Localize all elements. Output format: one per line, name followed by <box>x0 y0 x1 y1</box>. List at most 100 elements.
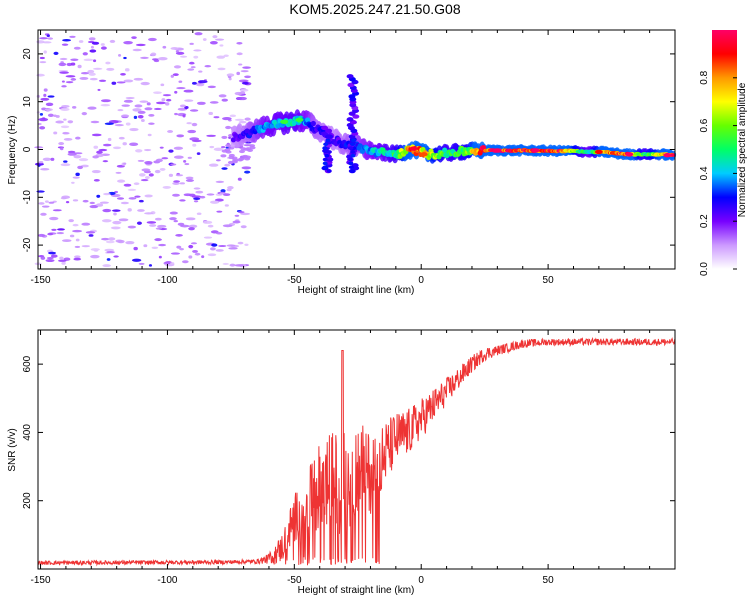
noise-blob <box>159 146 164 149</box>
spike-blob <box>348 161 354 166</box>
noise-blob <box>216 210 223 213</box>
noise-blob <box>73 46 81 50</box>
noise-blob <box>224 204 229 207</box>
noise-blob <box>170 47 179 50</box>
noise-blob <box>144 107 153 111</box>
noise-blob <box>72 176 80 179</box>
noise-blob <box>135 149 143 153</box>
snr-x-tick-label: 50 <box>543 575 555 586</box>
ridge-hotspot <box>625 152 634 157</box>
noise-blob <box>81 222 91 226</box>
noise-blob <box>175 50 179 53</box>
noise-blob <box>97 88 101 91</box>
snr-x-tick-label: 0 <box>418 575 424 586</box>
spectrogram-x-tick-label: -100 <box>157 275 177 286</box>
spike-blob <box>320 131 328 136</box>
noise-blob <box>39 113 44 116</box>
noise-blob <box>93 67 103 70</box>
noise-blob <box>238 63 243 66</box>
noise-blob <box>140 81 150 86</box>
noise-blob <box>63 138 73 141</box>
noise-blob <box>167 130 174 133</box>
noise-blob <box>42 157 52 161</box>
ridge-hotspot <box>531 148 540 153</box>
noise-blob <box>61 80 65 83</box>
noise-blob <box>117 239 125 244</box>
noise-blob <box>106 67 115 71</box>
noise-blob <box>110 226 121 230</box>
noise-blob <box>215 232 223 235</box>
ridge-core <box>310 120 316 127</box>
noise-blob <box>90 248 100 251</box>
noise-blob <box>48 251 57 255</box>
noise-blob <box>220 154 227 158</box>
noise-blob <box>61 261 66 265</box>
spike-blob <box>321 125 329 131</box>
spike-blob <box>322 157 328 162</box>
snr-y-tick-label: 200 <box>22 492 33 509</box>
noise-blob <box>209 145 215 149</box>
noise-blob <box>131 258 142 262</box>
noise-blob <box>72 106 77 109</box>
ridge-hotspot <box>409 146 418 151</box>
noise-blob <box>47 37 53 40</box>
noise-blob <box>114 190 118 194</box>
noise-blob <box>237 158 244 162</box>
noise-blob <box>41 205 50 208</box>
noise-blob <box>194 32 203 36</box>
noise-blob <box>78 158 89 162</box>
noise-blob <box>120 201 129 205</box>
noise-blob <box>108 237 116 241</box>
noise-blob <box>216 55 226 59</box>
noise-blob <box>186 122 192 125</box>
noise-blob <box>100 104 111 107</box>
noise-blob <box>116 81 126 84</box>
spectrogram-y-tick-label: 0 <box>22 146 33 152</box>
noise-blob <box>162 185 172 189</box>
noise-blob <box>165 102 170 106</box>
noise-blob <box>152 58 159 61</box>
noise-blob <box>244 170 251 174</box>
spike-blob <box>347 157 353 162</box>
noise-blob <box>53 131 58 135</box>
noise-blob <box>134 104 143 108</box>
ridge-hotspot <box>493 148 502 153</box>
noise-blob <box>44 200 49 203</box>
snr-x-label: Height of straight line (km) <box>298 585 415 596</box>
noise-blob <box>193 49 202 52</box>
spike-blob <box>348 165 354 169</box>
noise-blob <box>194 252 201 256</box>
noise-blob <box>34 146 44 149</box>
spectrogram-x-label: Height of straight line (km) <box>298 285 415 296</box>
colorbar-label: Normalized spectral amplitude <box>737 82 748 217</box>
noise-blob <box>196 83 205 87</box>
noise-blob <box>206 193 215 196</box>
noise-blob <box>155 158 163 163</box>
ridge-core <box>442 147 448 153</box>
noise-blob <box>172 73 179 76</box>
noise-blob <box>106 258 111 261</box>
noise-blob <box>132 48 142 52</box>
noise-blob <box>166 98 172 102</box>
noise-blob <box>168 173 174 177</box>
noise-blob <box>85 231 96 234</box>
noise-blob <box>40 212 47 216</box>
noise-blob <box>39 37 49 40</box>
noise-blob <box>143 244 148 248</box>
noise-blob <box>228 247 238 250</box>
noise-blob <box>98 79 107 82</box>
noise-blob <box>191 122 198 127</box>
noise-blob <box>88 234 94 237</box>
noise-blob <box>222 262 230 265</box>
noise-blob <box>226 73 235 77</box>
noise-blob <box>125 241 135 245</box>
noise-blob <box>172 193 180 197</box>
noise-blob <box>103 192 111 196</box>
colorbar-tick-label: 0.4 <box>699 166 710 180</box>
noise-blob <box>72 229 83 233</box>
noise-blob <box>61 239 72 242</box>
noise-blob <box>149 224 157 227</box>
noise-blob <box>178 80 183 83</box>
noise-blob <box>61 195 71 199</box>
spike-blob <box>350 142 356 147</box>
